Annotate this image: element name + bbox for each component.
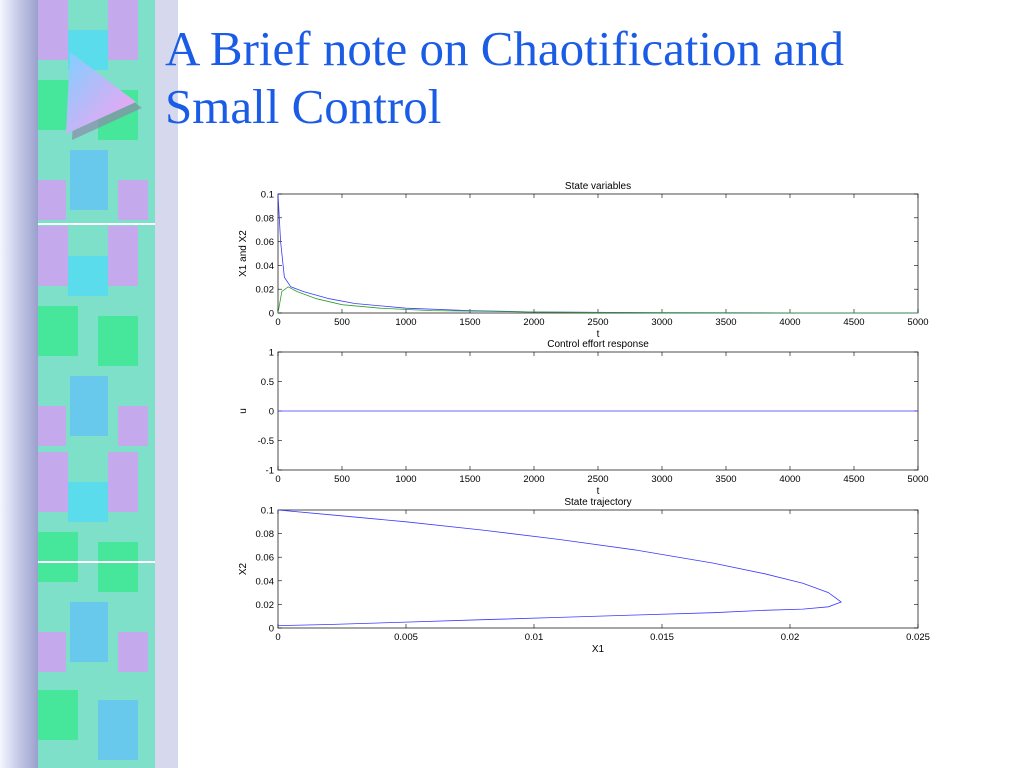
x-tick-label: 3500 [715, 474, 736, 485]
x-tick-label: 3000 [651, 317, 672, 328]
x-tick-label: 4000 [779, 317, 800, 328]
y-tick-label: -0.5 [258, 436, 274, 447]
y-tick-label: 0.5 [261, 377, 274, 388]
side-panel-pattern [0, 0, 178, 768]
x-tick-label: 2500 [587, 317, 608, 328]
x-tick-label: 500 [334, 317, 350, 328]
chart-3: 0 0.005 0.01 0.015 0.02 0.025 0 0.02 0.04 0.06 0.0… [238, 497, 930, 655]
decorative-side-panel [0, 0, 178, 768]
x-tick-label: 5000 [907, 474, 928, 485]
series-line-1 [277, 509, 843, 626]
x-tick-label: 0.02 [781, 632, 800, 643]
x-tick-label: 2500 [587, 474, 608, 485]
chart-2: 0 500 1000 1500 2000 2500 3000 3500 4000 4500 5000… [238, 339, 929, 497]
plot-frame [277, 193, 919, 314]
chart-1: 0 500 1000 1500 2000 2500 3000 3500 4000 4500 5000… [238, 181, 929, 340]
y-tick-label: 0.1 [261, 506, 274, 517]
x-tick-label: 0 [275, 317, 280, 328]
x-tick-label: 3500 [715, 317, 736, 328]
y-tick-label: 0.08 [256, 213, 275, 224]
y-axis-label: u [238, 408, 249, 414]
charts-figure: 0 500 1000 1500 2000 2500 3000 3500 4000 4500 5000… [238, 181, 930, 655]
x-tick-label: 1000 [395, 474, 416, 485]
y-tick-label: 0 [269, 309, 274, 320]
chart-title: Control effort response [547, 339, 649, 350]
y-tick-label: 0.02 [256, 285, 275, 296]
slide-title: A Brief note on Chaotification and Small … [165, 20, 1015, 136]
plot-frame [277, 509, 919, 629]
x-tick-label: 4500 [843, 474, 864, 485]
x-tick-label: 1500 [459, 474, 480, 485]
y-tick-label: 0.04 [256, 261, 275, 272]
x-tick-label: 4500 [843, 317, 864, 328]
x-tick-label: 0 [275, 632, 280, 643]
x-tick-label: 0.01 [525, 632, 544, 643]
x-axis-label: t [597, 486, 600, 497]
y-tick-label: 0.06 [256, 237, 275, 248]
x-tick-label: 1000 [395, 317, 416, 328]
chart-title: State trajectory [564, 497, 631, 508]
x-tick-label: 4000 [779, 474, 800, 485]
y-axis-label: X1 and X2 [238, 230, 249, 277]
y-tick-label: 0.1 [261, 190, 274, 201]
slide-title-line-1: A Brief note on Chaotification and [165, 21, 845, 76]
series-line-2 [277, 286, 919, 314]
x-axis-label: X1 [592, 644, 605, 655]
y-tick-label: -1 [266, 466, 274, 477]
x-axis-label: t [597, 329, 600, 340]
y-axis-label: X2 [238, 562, 249, 575]
x-tick-label: 0.005 [394, 632, 418, 643]
y-tick-label: 0 [269, 624, 274, 635]
chart-title: State variables [565, 181, 631, 192]
y-tick-label: 0.06 [256, 553, 275, 564]
x-tick-label: 5000 [907, 317, 928, 328]
x-tick-label: 0 [275, 474, 280, 485]
x-tick-label: 500 [334, 474, 350, 485]
x-tick-label: 2000 [523, 317, 544, 328]
x-tick-label: 1500 [459, 317, 480, 328]
y-tick-label: 0.02 [256, 600, 275, 611]
x-tick-label: 0.025 [906, 632, 930, 643]
x-tick-label: 2000 [523, 474, 544, 485]
y-tick-label: 1 [269, 348, 274, 359]
y-tick-label: 0.08 [256, 529, 275, 540]
x-tick-label: 3000 [651, 474, 672, 485]
y-tick-label: 0 [269, 407, 274, 418]
y-tick-label: 0.04 [256, 576, 275, 587]
slide-title-line-2: Small Control [165, 79, 442, 134]
x-tick-label: 0.015 [650, 632, 674, 643]
